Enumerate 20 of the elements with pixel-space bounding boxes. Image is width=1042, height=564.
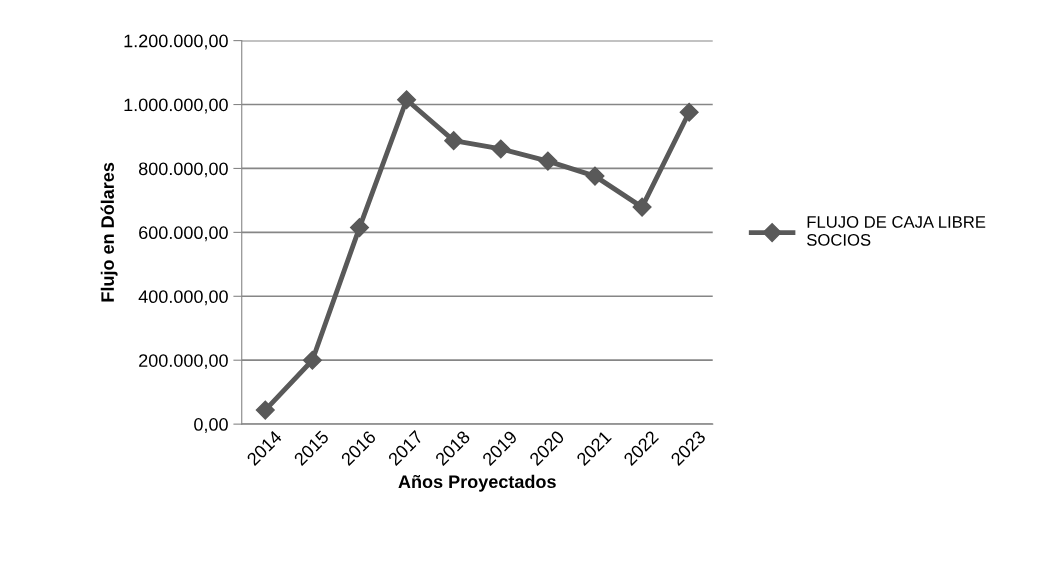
point [349, 218, 370, 238]
point [679, 102, 699, 122]
y-tick-label: 1.200.000,00 [124, 34, 228, 50]
legend-label: FLUJO DE CAJA LIBRE SOCIOS [807, 216, 986, 246]
point [397, 90, 417, 110]
point [491, 139, 511, 159]
y-tick-label: 800.000,00 [138, 162, 228, 178]
point [255, 400, 275, 420]
y-tick-label: 1.000.000,00 [124, 98, 228, 114]
y-axis-title: Flujo en Dólares [100, 162, 118, 302]
y-tick-label: 600.000,00 [139, 226, 228, 242]
point [585, 166, 605, 186]
point [444, 131, 464, 151]
y-tick-label: 400.000,00 [138, 290, 228, 306]
y-tick-label: 200.000,00 [139, 354, 228, 370]
x-axis-title: Años Proyectados [398, 474, 556, 492]
point [632, 197, 652, 217]
y-tick-label: 0,00 [194, 418, 228, 433]
point [302, 350, 322, 370]
point [538, 151, 558, 171]
